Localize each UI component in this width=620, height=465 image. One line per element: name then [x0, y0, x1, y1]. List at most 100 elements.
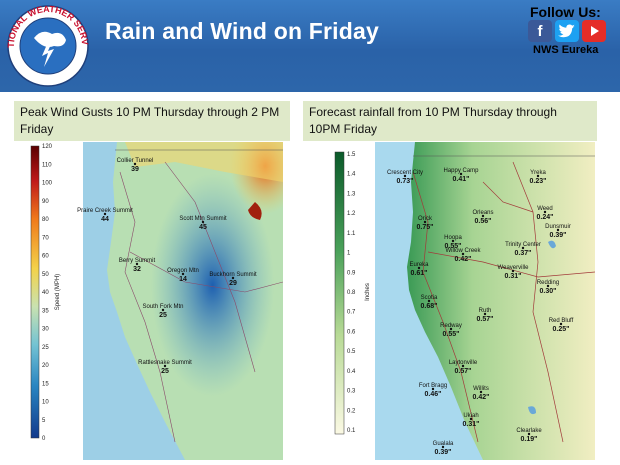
colorbar-tick-label: 1.3 [347, 191, 356, 197]
page-title: Rain and Wind on Friday [105, 18, 380, 44]
station-name: Crescent City [387, 170, 423, 176]
colorbar-tick-label: 100 [42, 181, 53, 187]
station-marker [431, 387, 435, 391]
wind-colorbar [30, 145, 40, 439]
colorbar-tick-label: 20 [42, 363, 49, 369]
station-value: 0.61" [411, 270, 428, 277]
colorbar-tick-label: 120 [42, 144, 53, 150]
station-marker [469, 417, 473, 421]
station-name: South Fork Mtn [142, 304, 183, 310]
station-name: Redway [440, 323, 462, 329]
rainfall-map: 1.5 1.4 1.3 1.2 1.1 1 0.9 0.8 0.7 0.6 0.5 0.4 0.3 0.2… [333, 142, 595, 460]
station-marker [459, 172, 463, 176]
station-marker [231, 276, 235, 280]
colorbar-tick-label: 0.4 [347, 369, 356, 375]
station-value: 39 [131, 166, 139, 173]
station-marker [559, 322, 563, 326]
station-value: 0.41" [453, 176, 470, 183]
colorbar-tick-label: 1.5 [347, 152, 356, 158]
station-name: Dunsmuir [545, 224, 571, 230]
station-name: Weed [537, 206, 553, 212]
twitter-icon[interactable] [555, 20, 579, 42]
station-value: 0.39" [550, 232, 567, 239]
station-name: Collier Tunnel [117, 158, 154, 164]
station-value: 45 [199, 224, 207, 231]
station-value: 0.57" [477, 316, 494, 323]
colorbar-tick-label: 80 [42, 217, 49, 223]
station-value: 29 [229, 280, 237, 287]
station-name: Red Bluff [549, 318, 574, 324]
station-value: 0.37" [515, 250, 532, 257]
station-marker [556, 228, 560, 232]
station-marker [133, 162, 137, 166]
colorbar-tick-label: 0.7 [347, 310, 356, 316]
station-marker [461, 364, 465, 368]
station-marker [511, 269, 515, 273]
station-name: Willits [473, 386, 489, 392]
station-marker [483, 312, 487, 316]
colorbar-tick-label: 30 [42, 327, 49, 333]
station-name: Ruth [479, 308, 492, 314]
station-name: Berry Summit [119, 258, 156, 264]
station-marker [461, 252, 465, 256]
station-name: Praire Creek Summit [77, 208, 133, 214]
station-marker [417, 266, 421, 270]
station-name: Rattlesnake Summit [138, 360, 192, 366]
colorbar-tick-label: 1.1 [347, 231, 356, 237]
colorbar-tick-label: 1.4 [347, 172, 356, 178]
facebook-icon[interactable]: f [528, 20, 552, 42]
colorbar-tick-label: 1 [347, 251, 351, 257]
station-marker [441, 445, 445, 449]
station-marker [103, 212, 107, 216]
station-name: Orick [418, 216, 433, 222]
nws-handle: NWS Eureka [533, 44, 599, 56]
station-value: 0.39" [435, 449, 452, 456]
station-marker [479, 390, 483, 394]
colorbar-tick-label: 40 [42, 290, 49, 296]
station-name: Hoopa [444, 235, 462, 241]
station-value: 0.46" [425, 391, 442, 398]
colorbar-tick-label: 35 [42, 308, 49, 314]
station-name: Laytonville [449, 360, 478, 366]
colorbar-tick-label: 5 [42, 418, 46, 424]
colorbar-tick-label: 0.3 [347, 389, 356, 395]
colorbar-tick-label: 0.2 [347, 408, 356, 414]
rain-panel-title: Forecast rainfall from 10 PM Thursday th… [303, 101, 597, 141]
station-name: Oregon Mtn [167, 268, 199, 274]
station-marker [403, 174, 407, 178]
wind-gust-map: 120 110 100 90 80 70 60 50 40 35 30 25 20 15 10 5 0 Spee… [25, 142, 283, 460]
station-value: 0.23" [530, 178, 547, 185]
station-marker [163, 364, 167, 368]
station-marker [481, 214, 485, 218]
station-marker [161, 308, 165, 312]
station-value: 0.73" [397, 178, 414, 185]
colorbar-tick-label: 10 [42, 400, 49, 406]
station-value: 0.30" [540, 288, 557, 295]
station-name: Redding [537, 280, 559, 286]
station-marker [543, 210, 547, 214]
station-name: Buckhorn Summit [209, 272, 257, 278]
station-value: 25 [161, 368, 169, 375]
station-name: Fort Bragg [419, 383, 447, 389]
youtube-icon[interactable] [582, 20, 606, 42]
station-value: 0.68" [421, 303, 438, 310]
nws-seal-logo: NATIONAL WEATHER SERVICE [4, 4, 90, 87]
station-marker [536, 174, 540, 178]
station-value: 0.57" [455, 368, 472, 375]
station-marker [521, 246, 525, 250]
station-name: Weaverville [498, 265, 530, 271]
header-banner: NATIONAL WEATHER SERVICE Rain and Wind o… [0, 0, 620, 92]
station-name: Eureka [409, 262, 429, 268]
colorbar-tick-label: 15 [42, 381, 49, 387]
station-value: 0.55" [445, 243, 462, 250]
colorbar-tick-label: 50 [42, 272, 49, 278]
station-value: 0.31" [505, 273, 522, 280]
station-name: Happy Camp [443, 168, 479, 174]
station-value: 0.24" [537, 214, 554, 221]
colorbar-tick-label: 1.2 [347, 211, 356, 217]
station-value: 0.25" [553, 326, 570, 333]
station-marker [451, 239, 455, 243]
colorbar-tick-label: 0.9 [347, 270, 356, 276]
colorbar-tick-label: 25 [42, 345, 49, 351]
station-name: Yreka [530, 170, 546, 176]
